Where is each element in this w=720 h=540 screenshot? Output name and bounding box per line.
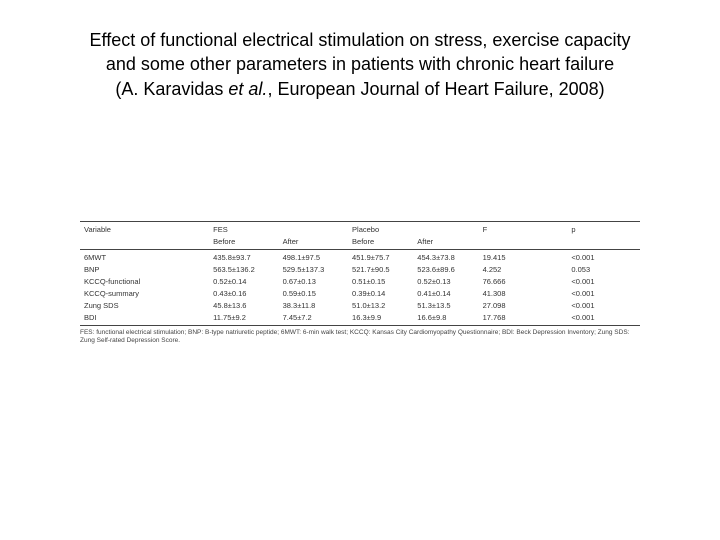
- cell-pl-after: 523.6±89.6: [413, 263, 478, 275]
- results-table-container: Variable FES Placebo F p Before After Be…: [80, 221, 640, 346]
- col-f: F: [479, 221, 568, 235]
- cell-pl-before: 451.9±75.7: [348, 249, 413, 263]
- cell-pl-after: 51.3±13.5: [413, 299, 478, 311]
- cell-f: 27.098: [479, 299, 568, 311]
- col-placebo-before: Before: [348, 235, 413, 249]
- title-line-1: Effect of functional electrical stimulat…: [40, 28, 680, 52]
- cell-p: <0.001: [567, 299, 640, 311]
- col-placebo-after: After: [413, 235, 478, 249]
- cell-f: 76.666: [479, 275, 568, 287]
- cell-fes-before: 563.5±136.2: [209, 263, 278, 275]
- cell-pl-before: 0.39±0.14: [348, 287, 413, 299]
- cell-fes-after: 0.59±0.15: [279, 287, 348, 299]
- cell-pl-after: 0.52±0.13: [413, 275, 478, 287]
- cell-variable: KCCQ-functional: [80, 275, 209, 287]
- table-header-row-groups: Variable FES Placebo F p: [80, 221, 640, 235]
- title-citation-etal: et al.: [228, 79, 267, 99]
- cell-f: 41.308: [479, 287, 568, 299]
- results-table: Variable FES Placebo F p Before After Be…: [80, 221, 640, 326]
- table-row: Zung SDS 45.8±13.6 38.3±11.8 51.0±13.2 5…: [80, 299, 640, 311]
- title-line-2: and some other parameters in patients wi…: [40, 52, 680, 76]
- title-line-3: (A. Karavidas et al., European Journal o…: [40, 77, 680, 101]
- table-row: KCCQ-summary 0.43±0.16 0.59±0.15 0.39±0.…: [80, 287, 640, 299]
- cell-fes-after: 7.45±7.2: [279, 311, 348, 325]
- table-row: KCCQ-functional 0.52±0.14 0.67±0.13 0.51…: [80, 275, 640, 287]
- cell-fes-before: 0.52±0.14: [209, 275, 278, 287]
- cell-fes-before: 0.43±0.16: [209, 287, 278, 299]
- col-p: p: [567, 221, 640, 235]
- cell-f: 4.252: [479, 263, 568, 275]
- cell-fes-after: 38.3±11.8: [279, 299, 348, 311]
- cell-fes-after: 498.1±97.5: [279, 249, 348, 263]
- col-group-fes: FES: [209, 221, 348, 235]
- title-citation-pre: (A. Karavidas: [115, 79, 228, 99]
- cell-variable: KCCQ-summary: [80, 287, 209, 299]
- cell-variable: 6MWT: [80, 249, 209, 263]
- table-body: 6MWT 435.8±93.7 498.1±97.5 451.9±75.7 45…: [80, 249, 640, 325]
- table-header-row-sub: Before After Before After: [80, 235, 640, 249]
- cell-variable: Zung SDS: [80, 299, 209, 311]
- cell-p: 0.053: [567, 263, 640, 275]
- cell-pl-before: 0.51±0.15: [348, 275, 413, 287]
- cell-pl-after: 16.6±9.8: [413, 311, 478, 325]
- cell-f: 17.768: [479, 311, 568, 325]
- cell-pl-before: 521.7±90.5: [348, 263, 413, 275]
- cell-pl-before: 16.3±9.9: [348, 311, 413, 325]
- cell-p: <0.001: [567, 287, 640, 299]
- cell-pl-before: 51.0±13.2: [348, 299, 413, 311]
- table-header: Variable FES Placebo F p Before After Be…: [80, 221, 640, 249]
- col-fes-after: After: [279, 235, 348, 249]
- table-footnote: FES: functional electrical stimulation; …: [80, 329, 640, 346]
- cell-f: 19.415: [479, 249, 568, 263]
- cell-fes-before: 45.8±13.6: [209, 299, 278, 311]
- cell-fes-before: 435.8±93.7: [209, 249, 278, 263]
- cell-fes-after: 529.5±137.3: [279, 263, 348, 275]
- cell-p: <0.001: [567, 275, 640, 287]
- cell-pl-after: 0.41±0.14: [413, 287, 478, 299]
- cell-variable: BNP: [80, 263, 209, 275]
- cell-fes-before: 11.75±9.2: [209, 311, 278, 325]
- col-group-placebo: Placebo: [348, 221, 479, 235]
- slide: Effect of functional electrical stimulat…: [0, 0, 720, 540]
- col-fes-before: Before: [209, 235, 278, 249]
- cell-pl-after: 454.3±73.8: [413, 249, 478, 263]
- col-variable: Variable: [80, 221, 209, 235]
- table-row: BDI 11.75±9.2 7.45±7.2 16.3±9.9 16.6±9.8…: [80, 311, 640, 325]
- table-row: BNP 563.5±136.2 529.5±137.3 521.7±90.5 5…: [80, 263, 640, 275]
- cell-fes-after: 0.67±0.13: [279, 275, 348, 287]
- slide-title: Effect of functional electrical stimulat…: [40, 28, 680, 101]
- table-row: 6MWT 435.8±93.7 498.1±97.5 451.9±75.7 45…: [80, 249, 640, 263]
- title-citation-post: , European Journal of Heart Failure, 200…: [267, 79, 604, 99]
- cell-p: <0.001: [567, 311, 640, 325]
- cell-p: <0.001: [567, 249, 640, 263]
- cell-variable: BDI: [80, 311, 209, 325]
